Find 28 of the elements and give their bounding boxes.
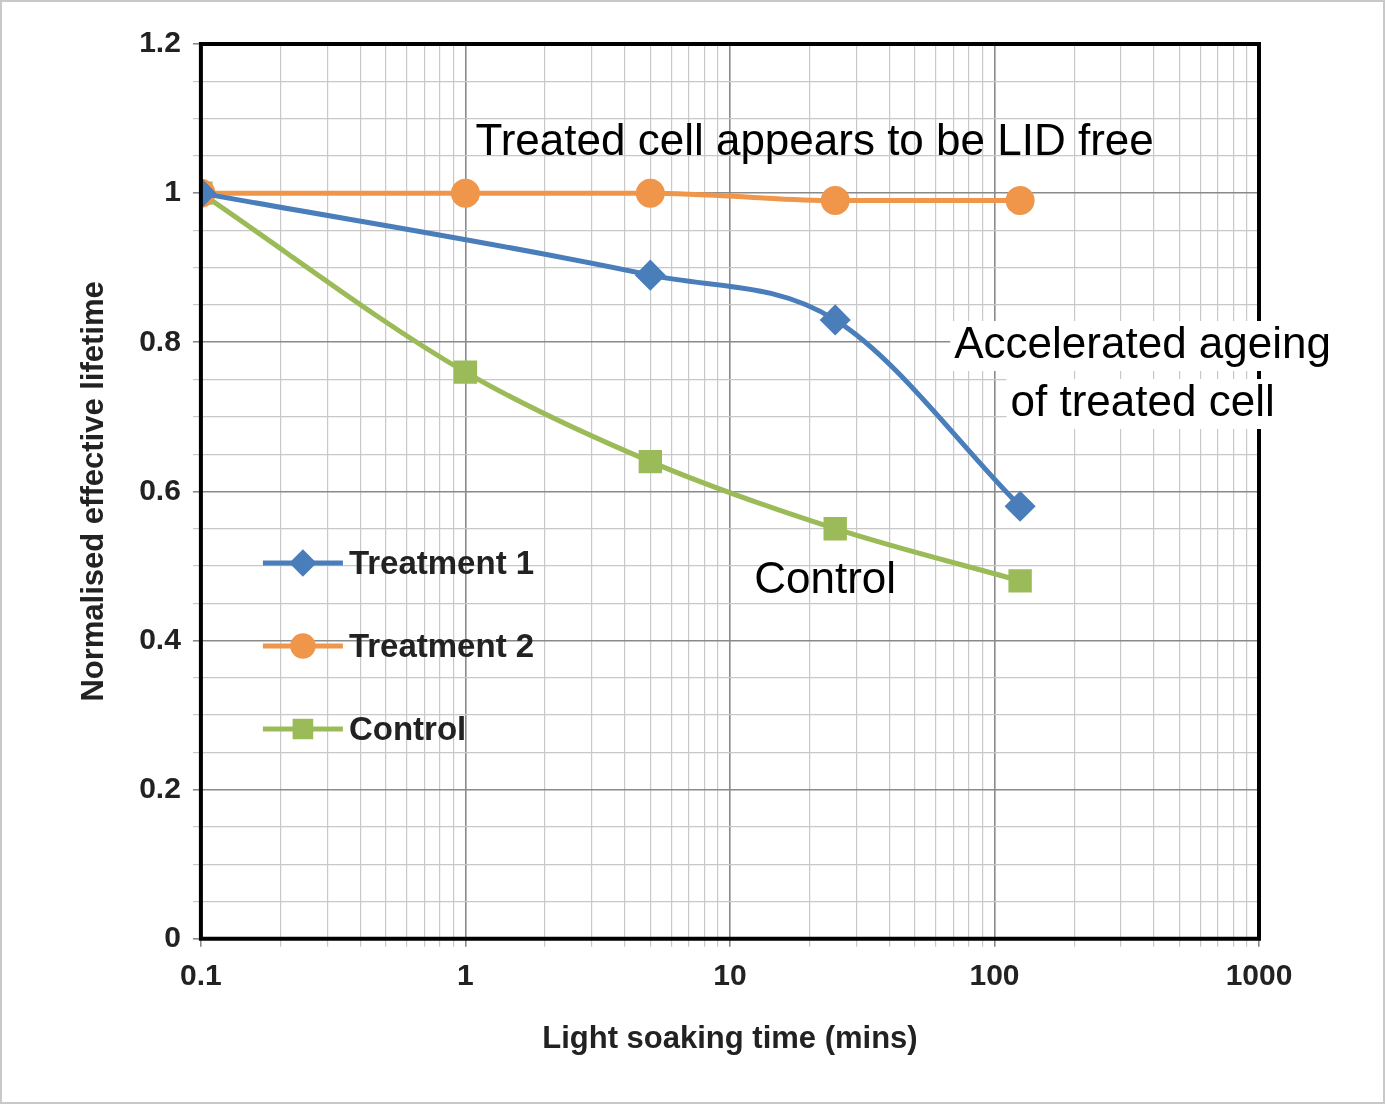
y-tick-label: 0.6 — [139, 472, 181, 506]
y-tick-label: 0.2 — [139, 770, 181, 804]
y-tick-label: 0.8 — [139, 323, 181, 357]
legend-label: Control — [348, 710, 467, 748]
x-axis-title: Light soaking time (mins) — [542, 1019, 918, 1055]
y-axis-title: Normalised effective lifetime — [75, 281, 111, 702]
y-tick-label: 1.2 — [139, 25, 181, 59]
point — [453, 360, 478, 384]
point — [1008, 569, 1032, 593]
x-tick-label: 1 — [457, 958, 474, 992]
point — [823, 516, 847, 541]
point — [638, 449, 663, 474]
legend-label: Treatment 1 — [348, 544, 535, 582]
annotation: Control — [754, 553, 897, 603]
annotation: Accelerated ageing of treated cell — [954, 318, 1331, 426]
y-tick-label: 0.4 — [139, 621, 182, 655]
point — [450, 178, 480, 208]
x-tick-label: 10 — [713, 958, 747, 992]
y-tick-label: 1 — [164, 174, 181, 208]
point — [635, 178, 665, 208]
x-tick-label: 0.1 — [180, 958, 222, 992]
y-tick-label: 0 — [164, 920, 181, 954]
legend-label: Treatment 2 — [348, 627, 535, 665]
point — [1005, 186, 1035, 216]
point — [820, 186, 850, 216]
x-tick-label: 1000 — [1225, 958, 1293, 992]
annotation: Treated cell appears to be LID free — [475, 114, 1154, 164]
x-tick-label: 100 — [969, 958, 1020, 992]
